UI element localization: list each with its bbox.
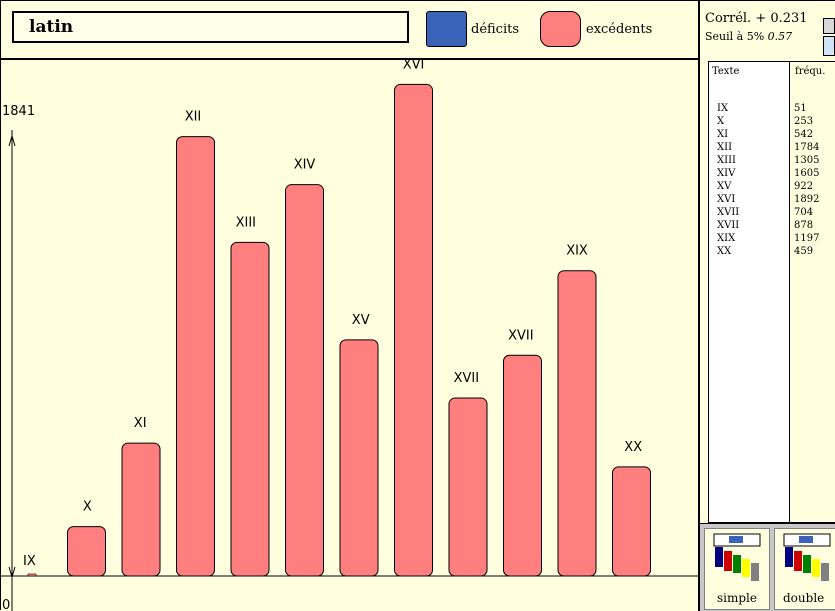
frequ-column: fréqu. 51 253 542 1784 1305 1605 922 1892 704 878… bbox=[789, 62, 835, 522]
chart-area: 1841 0 IX X XI XII XIII XIV XV XVI XVII XVII XIX XX bbox=[1, 60, 698, 611]
chart-double-icon bbox=[783, 533, 831, 583]
texte-column: Texte IX X XI XII XIII XIV XV XVI XVII XVII XIX XX bbox=[709, 62, 789, 522]
table-row-value: 51 bbox=[794, 102, 807, 115]
legend-deficits-label: déficits bbox=[471, 22, 519, 37]
chart-header: latin déficits excédents bbox=[1, 1, 698, 60]
bar-x bbox=[68, 527, 106, 576]
bar-xvi bbox=[395, 84, 433, 576]
table-row-value: 542 bbox=[794, 128, 813, 141]
simple-chart-button[interactable]: simple bbox=[704, 528, 770, 610]
table-row-label: XX bbox=[717, 245, 731, 258]
table-row-value: 1784 bbox=[794, 141, 819, 154]
table-row-label: XIII bbox=[717, 154, 736, 167]
bar-xix bbox=[558, 271, 596, 576]
frequency-table: Texte IX X XI XII XIII XIV XV XVI XVII XVII XIX XX … bbox=[708, 61, 835, 523]
legend-excedents-label: excédents bbox=[586, 22, 652, 37]
table-row-label: XVII bbox=[717, 219, 739, 232]
table-row-value: 459 bbox=[794, 245, 813, 258]
legend-excedents-swatch bbox=[540, 11, 581, 47]
list-icon[interactable] bbox=[823, 36, 835, 56]
bar-ix bbox=[28, 574, 36, 576]
double-button-label: double bbox=[783, 591, 835, 605]
bar-xiv bbox=[286, 185, 324, 576]
copy-icon[interactable] bbox=[823, 18, 835, 34]
side-panel: Corrél. + 0.231 Seuil à 5% 0.57 Texte IX… bbox=[700, 1, 835, 611]
bar-label-xvii: XVII bbox=[454, 371, 479, 386]
table-row-label: XII bbox=[717, 141, 732, 154]
table-row-value: 1305 bbox=[794, 154, 819, 167]
bar-xii bbox=[177, 137, 215, 576]
texte-column-header: Texte bbox=[712, 66, 739, 77]
table-row-label: XV bbox=[717, 180, 731, 193]
y-axis-bottom-label: 0 bbox=[2, 598, 10, 611]
chart-simple-icon bbox=[713, 533, 761, 583]
simple-button-label: simple bbox=[705, 591, 769, 605]
correlation-label: Corrél. + 0.231 bbox=[705, 11, 808, 26]
bar-label-x: X bbox=[83, 500, 92, 515]
table-row-label: XI bbox=[717, 128, 728, 141]
table-row-label: XVII bbox=[717, 206, 739, 219]
bar-xx bbox=[613, 467, 651, 576]
table-row-label: XVI bbox=[717, 193, 735, 206]
bar-label-xi: XI bbox=[134, 416, 147, 431]
corpus-name: latin bbox=[29, 17, 73, 37]
bar-label-xx: XX bbox=[624, 440, 642, 455]
bar-label-xvi: XVI bbox=[403, 60, 425, 72]
table-row-label: XIX bbox=[717, 232, 735, 245]
bar-chart: 1841 0 IX X XI XII XIII XIV XV XVI XVII XVII XIX XX bbox=[1, 60, 698, 611]
table-row-value: 1892 bbox=[794, 193, 819, 206]
frequ-column-header: fréqu. bbox=[795, 66, 825, 77]
corpus-name-box[interactable]: latin bbox=[12, 11, 409, 43]
table-row-value: 1605 bbox=[794, 167, 819, 180]
bar-xiii bbox=[231, 242, 269, 576]
table-row-value: 878 bbox=[794, 219, 813, 232]
bar-label-xv: XV bbox=[352, 313, 370, 328]
bar-label-xii: XII bbox=[185, 110, 202, 125]
table-row-value: 704 bbox=[794, 206, 813, 219]
bar-xv bbox=[340, 340, 378, 576]
bar-label-xiv: XIV bbox=[294, 158, 316, 173]
table-row-label: XIV bbox=[717, 167, 735, 180]
threshold-line: Seuil à 5% 0.57 bbox=[705, 30, 792, 43]
bar-xvii bbox=[504, 355, 542, 576]
threshold-value: 0.57 bbox=[768, 30, 793, 43]
table-row-value: 1197 bbox=[794, 232, 819, 245]
bar-xi bbox=[122, 443, 160, 576]
bar-xvii bbox=[449, 398, 487, 576]
bar-label-xvii: XVII bbox=[508, 328, 533, 343]
legend-deficits-swatch bbox=[426, 11, 467, 47]
table-row-value: 253 bbox=[794, 115, 813, 128]
bar-label-xix: XIX bbox=[566, 244, 588, 259]
double-chart-button[interactable]: double bbox=[774, 528, 835, 610]
table-row-value: 922 bbox=[794, 180, 813, 193]
bar-label-ix: IX bbox=[23, 554, 36, 569]
bar-label-xiii: XIII bbox=[236, 215, 256, 230]
threshold-label: Seuil à 5% bbox=[705, 30, 764, 43]
y-axis-top-label: 1841 bbox=[2, 104, 35, 119]
table-row-label: IX bbox=[717, 102, 728, 115]
table-row-label: X bbox=[717, 115, 724, 128]
chart-mode-toolbar: simple double bbox=[700, 523, 835, 611]
